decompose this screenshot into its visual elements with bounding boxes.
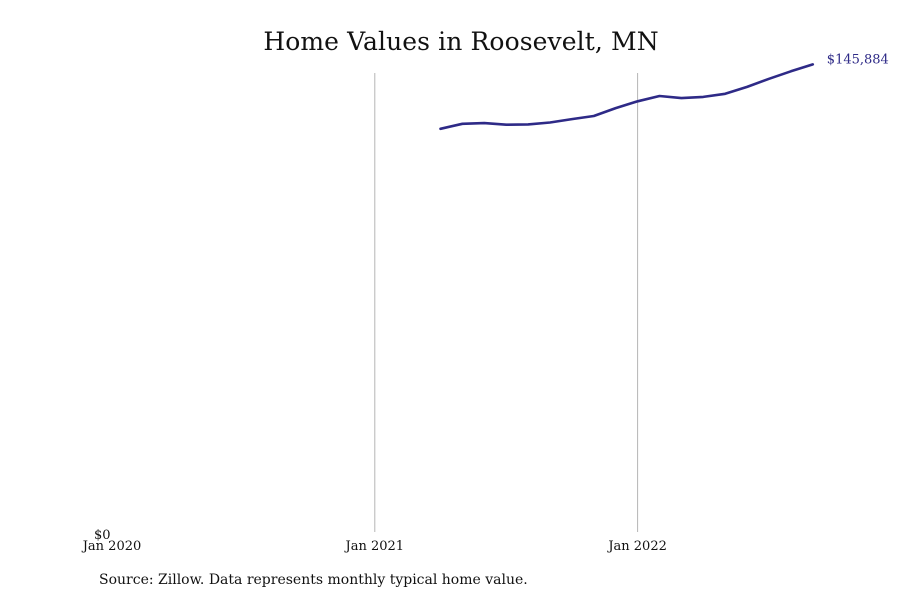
x-tick-label: Jan 2022 <box>606 539 667 554</box>
x-tick-label: Jan 2020 <box>81 539 142 554</box>
x-tick-label: Jan 2021 <box>344 539 405 554</box>
gridlines <box>374 73 639 532</box>
series-end-value-label: $145,884 <box>827 52 889 67</box>
chart-source-note: Source: Zillow. Data represents monthly … <box>99 572 528 588</box>
series-line <box>439 63 815 131</box>
chart-title: Home Values in Roosevelt, MN <box>263 27 659 56</box>
series-layer <box>439 63 815 131</box>
x-axis-ticks: Jan 2020 Jan 2021 Jan 2022 <box>81 539 667 554</box>
y-axis-zero-label: $0 <box>94 528 111 543</box>
